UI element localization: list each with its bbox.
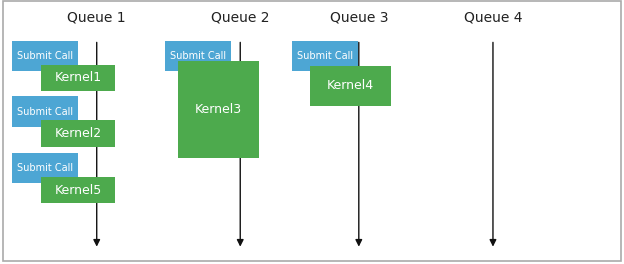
Text: Queue 2: Queue 2 — [211, 10, 270, 24]
Bar — [12, 96, 78, 127]
Bar — [165, 41, 231, 71]
Bar — [41, 65, 115, 91]
Bar — [292, 41, 358, 71]
Bar — [41, 177, 115, 203]
Text: Kernel3: Kernel3 — [195, 103, 242, 116]
Bar — [310, 66, 391, 106]
Text: Kernel1: Kernel1 — [54, 71, 102, 84]
Text: Submit Call: Submit Call — [17, 163, 73, 173]
Bar — [178, 61, 259, 158]
Text: Submit Call: Submit Call — [17, 51, 73, 61]
Text: Kernel5: Kernel5 — [54, 183, 102, 197]
Text: Queue 3: Queue 3 — [329, 10, 388, 24]
Bar — [12, 153, 78, 183]
Text: Submit Call: Submit Call — [297, 51, 353, 61]
Text: Queue 4: Queue 4 — [464, 10, 522, 24]
Text: Submit Call: Submit Call — [17, 107, 73, 116]
Text: Kernel4: Kernel4 — [327, 79, 374, 92]
Text: Submit Call: Submit Call — [170, 51, 226, 61]
Text: Queue 1: Queue 1 — [67, 10, 126, 24]
Text: Kernel2: Kernel2 — [54, 127, 102, 140]
Bar — [12, 41, 78, 71]
Bar — [41, 120, 115, 147]
